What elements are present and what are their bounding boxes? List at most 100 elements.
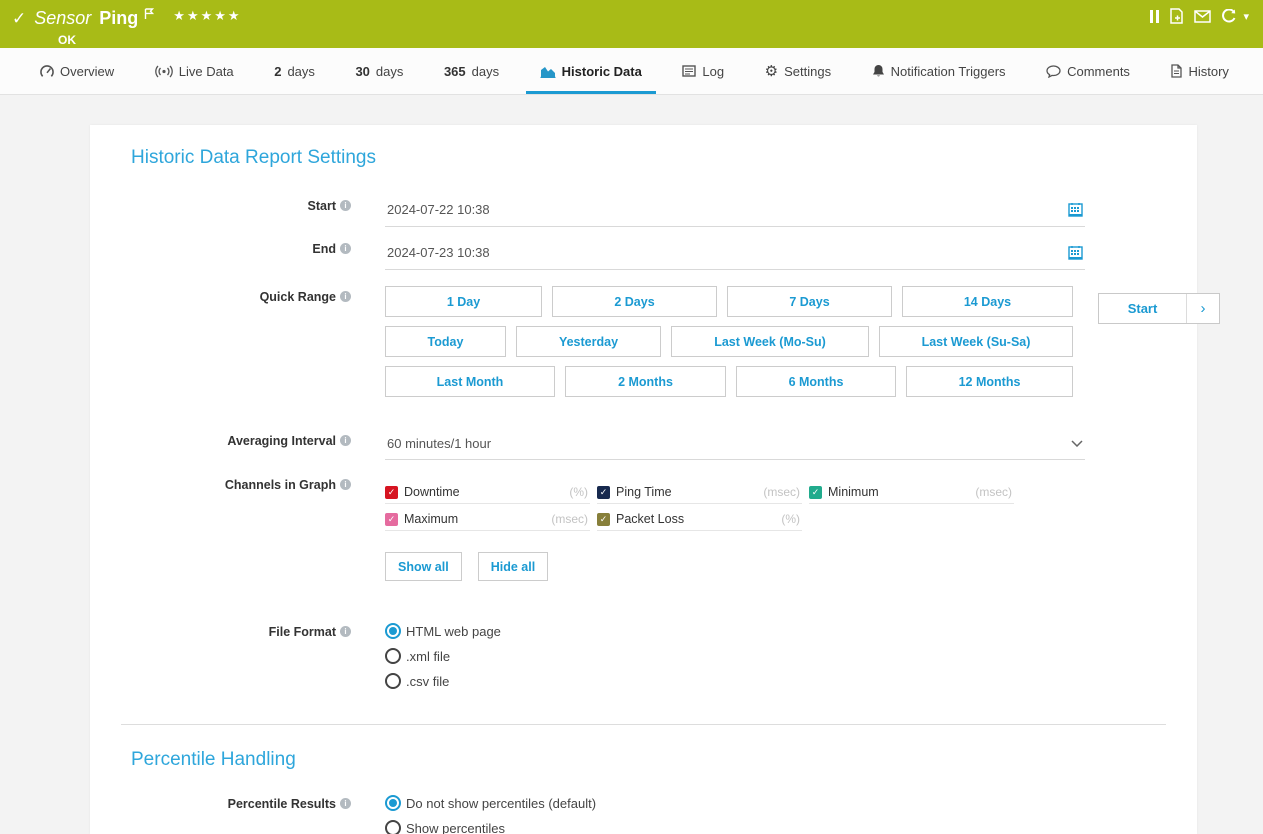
channel-name: Packet Loss <box>616 512 685 526</box>
radio-selected[interactable] <box>385 795 401 811</box>
percentile-option-hide[interactable]: Do not show percentiles (default) <box>385 795 1197 811</box>
history-icon <box>1170 64 1183 78</box>
tab-label: days <box>375 63 404 79</box>
radio-unselected[interactable] <box>385 820 401 834</box>
quick-range-yesterday[interactable]: Yesterday <box>516 326 661 357</box>
file-format-option-xml[interactable]: .xml file <box>385 648 1197 664</box>
sensor-header: ✓ Sensor Ping ★★★★★ OK ▾ <box>0 0 1263 48</box>
channel-name: Ping Time <box>616 485 672 499</box>
show-all-button[interactable]: Show all <box>385 552 462 581</box>
quick-range-12-months[interactable]: 12 Months <box>906 366 1073 397</box>
channel-unit: (msec) <box>551 512 588 526</box>
sensor-status-badge: OK <box>58 33 76 47</box>
radio-label: HTML web page <box>406 623 501 639</box>
info-icon[interactable]: i <box>340 243 351 254</box>
info-icon[interactable]: i <box>340 479 351 490</box>
end-label: End i <box>131 232 357 256</box>
tab-comments[interactable]: Comments <box>1040 48 1136 94</box>
section-title-percentile-handling: Percentile Handling <box>131 749 296 770</box>
channel-checkbox[interactable]: ✓ <box>597 512 610 526</box>
radio-unselected[interactable] <box>385 673 401 689</box>
start-date-input[interactable]: 2024-07-22 10:38 <box>385 189 1085 227</box>
averaging-interval-label: Averaging Interval i <box>131 424 357 448</box>
mail-icon[interactable] <box>1194 9 1212 23</box>
info-icon[interactable]: i <box>340 435 351 446</box>
quick-range-today[interactable]: Today <box>385 326 506 357</box>
info-icon[interactable]: i <box>340 626 351 637</box>
tab-historic-data[interactable]: Historic Data <box>525 48 657 94</box>
tab-notification-triggers[interactable]: Notification Triggers <box>866 48 1012 94</box>
gauge-icon <box>40 64 54 78</box>
pause-icon[interactable] <box>1150 9 1160 23</box>
flag-icon[interactable] <box>144 8 155 20</box>
start-report-button[interactable]: Start <box>1127 301 1158 316</box>
tab-label: days <box>287 63 315 79</box>
tab-number: 30 <box>355 63 370 79</box>
calendar-icon[interactable] <box>1068 245 1083 260</box>
log-icon <box>682 65 697 77</box>
channel-checkbox[interactable]: ✓ <box>597 485 610 499</box>
file-format-option-csv[interactable]: .csv file <box>385 673 1197 689</box>
tab-2-days[interactable]: 2 days <box>268 48 321 94</box>
quick-range-1-day[interactable]: 1 Day <box>385 286 542 317</box>
info-icon[interactable]: i <box>340 291 351 302</box>
percentile-option-show[interactable]: Show percentiles <box>385 820 1197 834</box>
averaging-interval-select[interactable]: 60 minutes/1 hour <box>385 424 1085 460</box>
percentile-results-row: Percentile Results i Do not show percenti… <box>131 791 1197 834</box>
end-date-value: 2024-07-23 10:38 <box>387 244 490 260</box>
channel-checkbox[interactable]: ✓ <box>809 485 822 499</box>
channel-checkbox[interactable]: ✓ <box>385 512 398 526</box>
tab-settings[interactable]: ⚙ Settings <box>759 48 837 94</box>
live-icon <box>154 65 173 78</box>
quick-range-label: Quick Range i <box>131 282 357 304</box>
quick-range-last-week-mo-su[interactable]: Last Week (Mo-Su) <box>671 326 869 357</box>
channel-item-downtime: ✓ Downtime (%) <box>385 482 590 504</box>
tab-30-days[interactable]: 30 days <box>349 48 409 94</box>
tab-label: Overview <box>60 63 115 79</box>
quick-range-7-days[interactable]: 7 Days <box>727 286 892 317</box>
quick-range-row: Quick Range i 1 Day 2 Days 7 Days 14 Days… <box>131 282 1197 406</box>
chevron-right-icon[interactable]: › <box>1186 294 1219 323</box>
tab-label: Historic Data <box>561 63 642 79</box>
channels-in-graph-label: Channels in Graph i <box>131 474 357 492</box>
quick-range-last-week-su-sa[interactable]: Last Week (Su-Sa) <box>879 326 1073 357</box>
tab-log[interactable]: Log <box>676 48 730 94</box>
info-icon[interactable]: i <box>340 200 351 211</box>
quick-range-last-month[interactable]: Last Month <box>385 366 555 397</box>
tab-overview[interactable]: Overview <box>34 48 120 94</box>
channel-item-packet-loss: ✓ Packet Loss (%) <box>597 509 802 531</box>
area-chart-icon <box>540 65 556 78</box>
tab-history[interactable]: History <box>1164 48 1234 94</box>
tab-label: Settings <box>784 63 832 79</box>
quick-range-2-days[interactable]: 2 Days <box>552 286 717 317</box>
caret-down-icon[interactable]: ▾ <box>1243 10 1249 23</box>
radio-selected[interactable] <box>385 623 401 639</box>
radio-unselected[interactable] <box>385 648 401 664</box>
quick-range-6-months[interactable]: 6 Months <box>736 366 896 397</box>
radio-label: Show percentiles <box>406 820 505 834</box>
comment-icon <box>1046 64 1061 78</box>
channel-name: Maximum <box>404 512 459 526</box>
calendar-icon[interactable] <box>1068 202 1083 217</box>
tab-365-days[interactable]: 365 days <box>438 48 505 94</box>
hide-all-button[interactable]: Hide all <box>477 552 549 581</box>
channel-checkbox[interactable]: ✓ <box>385 485 398 499</box>
file-format-option-html[interactable]: HTML web page <box>385 623 1197 639</box>
channels-in-graph-row: Channels in Graph i ✓ Downtime (%) ✓ Ping… <box>131 474 1197 581</box>
priority-stars[interactable]: ★★★★★ <box>173 8 242 23</box>
tab-live-data[interactable]: Live Data <box>149 48 240 94</box>
sensor-type-label: Sensor <box>34 7 92 28</box>
quick-range-14-days[interactable]: 14 Days <box>902 286 1073 317</box>
start-date-value: 2024-07-22 10:38 <box>387 201 490 217</box>
channel-unit: (msec) <box>763 485 800 499</box>
report-icon[interactable] <box>1169 8 1184 24</box>
radio-label: .csv file <box>406 673 450 689</box>
quick-range-2-months[interactable]: 2 Months <box>565 366 726 397</box>
start-report-button-group: Start › <box>1098 293 1220 324</box>
bell-icon <box>872 64 885 78</box>
tab-label: Comments <box>1067 63 1130 79</box>
refresh-icon[interactable] <box>1221 8 1237 24</box>
end-date-row: End i 2024-07-23 10:38 <box>131 232 1197 270</box>
info-icon[interactable]: i <box>340 798 351 809</box>
end-date-input[interactable]: 2024-07-23 10:38 <box>385 232 1085 270</box>
